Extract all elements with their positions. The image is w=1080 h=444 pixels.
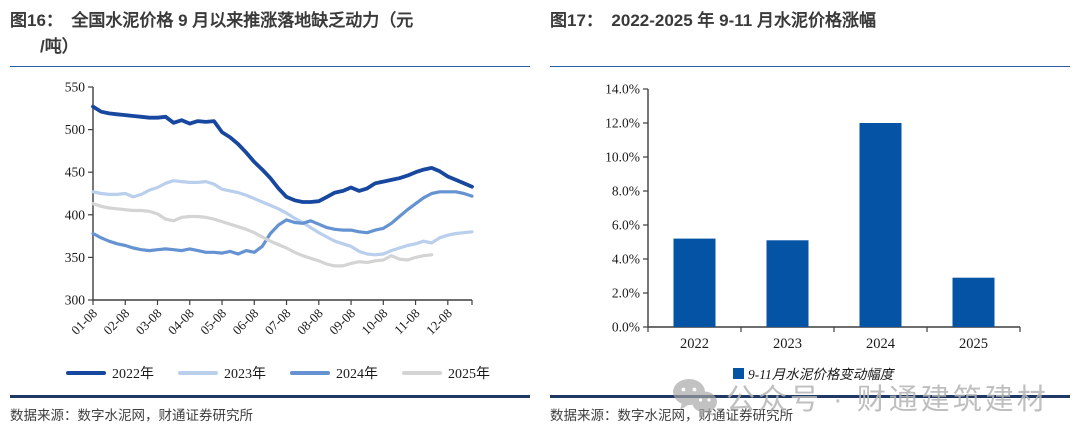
line-chart-legend: 2022年 2023年 2024年 2025年 (10, 361, 530, 385)
series-line-2025年 (91, 202, 434, 268)
legend-label: 2025年 (448, 367, 490, 382)
bottom-divider (10, 395, 530, 398)
bar-2025 (952, 277, 995, 327)
title-divider (550, 66, 1070, 67)
x-axis-category-label: 2023 (773, 336, 802, 352)
figure-16-title-line1: 图16： 全国水泥价格 9 月以来推涨落地缺乏动力（元 (10, 11, 414, 30)
y-axis-tick-label: 8.0% (612, 184, 640, 199)
figure-17-title: 图17： 2022-2025 年 9-11 月水泥价格涨幅 (550, 11, 876, 30)
legend-label: 2024年 (336, 367, 378, 382)
bar-chart-legend: 9-11月水泥价格变动幅度 (550, 361, 1070, 385)
y-axis-tick-label: 10.0% (605, 150, 640, 165)
x-axis-tick-label: 01-08 (68, 306, 100, 338)
figure-17-panel: 图17： 2022-2025 年 9-11 月水泥价格涨幅 0.0% 2.0% 4.… (550, 8, 1070, 424)
source-note: 数据来源：数字水泥网，财通证券研究所 (550, 408, 793, 423)
bar-2024 (859, 123, 902, 327)
series-line-2024年 (91, 190, 474, 256)
legend-item-2023年: 2023年 (178, 363, 266, 383)
legend-label: 2022年 (112, 367, 154, 382)
legend-line-swatch (290, 371, 330, 375)
y-axis-tick-label: 350 (65, 250, 86, 265)
y-axis-tick-label: 550 (65, 80, 86, 95)
title-divider (10, 66, 530, 67)
y-axis-tick-label: 400 (65, 207, 86, 222)
legend-square-swatch (733, 367, 744, 379)
legend-item-2024年: 2024年 (290, 363, 378, 383)
x-axis-category-label: 2025 (959, 336, 988, 352)
bottom-divider (550, 395, 1070, 398)
series-line-2023年 (91, 179, 474, 257)
x-axis-tick-label: 05-08 (197, 306, 229, 338)
x-axis-tick-label: 06-08 (229, 306, 261, 338)
x-axis-tick-label: 10-08 (358, 306, 390, 338)
cement-price-change-bar-chart: 0.0% 2.0% 4.0% 6.0% 8.0% 10.0% 12.0% 14.0% 2022 2… (605, 82, 1021, 352)
x-axis-category-label: 2024 (866, 336, 896, 352)
bar-2022 (673, 238, 716, 327)
y-axis-tick-label: 500 (65, 122, 86, 137)
figure-16-title-line2: /吨） (40, 37, 79, 56)
x-axis-tick-label: 07-08 (262, 306, 294, 338)
legend-line-swatch (178, 371, 218, 375)
y-axis-tick-label: 450 (65, 165, 86, 180)
bar-2023 (766, 240, 809, 327)
legend-line-swatch (66, 371, 106, 375)
x-axis-tick-label: 08-08 (294, 306, 326, 338)
y-axis-tick-label: 14.0% (605, 82, 640, 97)
x-axis-tick-label: 12-08 (423, 306, 455, 338)
source-note: 数据来源：数字水泥网，财通证券研究所 (10, 408, 253, 423)
y-axis-tick-label: 4.0% (612, 252, 640, 267)
figure-16-panel: 图16： 全国水泥价格 9 月以来推涨落地缺乏动力（元 /吨） 300 350 40… (10, 8, 530, 424)
y-axis-tick-label: 300 (65, 293, 86, 308)
figure-16-title: 图16： 全国水泥价格 9 月以来推涨落地缺乏动力（元 /吨） (10, 8, 530, 62)
y-axis-tick-label: 6.0% (612, 218, 640, 233)
y-axis-tick-label: 2.0% (612, 286, 640, 301)
x-axis-tick-label: 02-08 (100, 306, 132, 338)
legend-label: 2023年 (224, 367, 266, 382)
x-axis-tick-label: 11-08 (391, 306, 423, 338)
y-axis-tick-label: 0.0% (612, 320, 640, 335)
cement-price-line-chart: 300 350 400 450 500 550 01-08 02-08 03-08 04-08 05… (65, 80, 474, 338)
legend-item-2022年: 2022年 (66, 363, 154, 383)
x-axis-tick-label: 04-08 (165, 306, 197, 338)
bar-legend-label: 9-11月水泥价格变动幅度 (748, 367, 894, 382)
x-axis-category-label: 2022 (680, 336, 709, 352)
y-axis-tick-label: 12.0% (605, 116, 640, 131)
legend-line-swatch (402, 371, 442, 375)
x-axis-tick-label: 09-08 (326, 306, 358, 338)
legend-item-2025年: 2025年 (402, 363, 490, 383)
series-line-2022年 (91, 104, 474, 204)
x-axis-tick-label: 03-08 (133, 306, 165, 338)
